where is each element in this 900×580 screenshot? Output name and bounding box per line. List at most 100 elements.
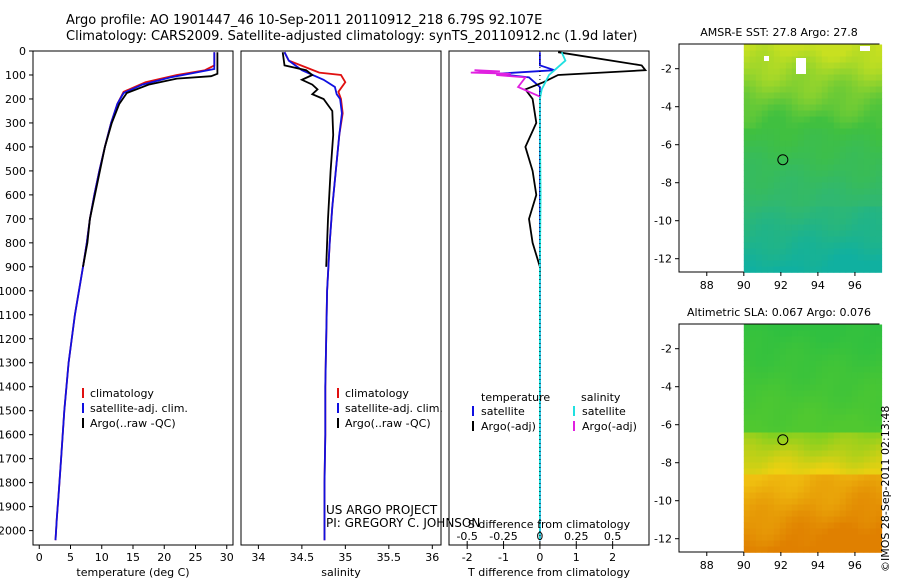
sst_map-cell: [851, 116, 859, 123]
sst_map-cell: [767, 176, 775, 183]
sla_map-cell: [863, 396, 871, 403]
sla_map-cell: [779, 540, 787, 547]
sla_map-ytick-label: -10: [654, 495, 672, 508]
sst_map-cell: [863, 134, 871, 141]
sst_map-cell: [785, 266, 793, 273]
sla_map-cell: [857, 474, 865, 481]
sla_map-cell: [815, 390, 823, 397]
sst_map-cell: [875, 266, 883, 273]
sla_map-cell: [821, 474, 829, 481]
sla_map-cell: [851, 420, 859, 427]
sst_map-cell: [839, 158, 847, 165]
sla_map-cell: [785, 510, 793, 517]
sst_map-cell: [773, 110, 781, 117]
sla_map-cell: [803, 438, 811, 445]
sst_map-cell: [875, 152, 883, 159]
sla_map-cell: [839, 462, 847, 469]
sla_map-cell: [815, 462, 823, 469]
sla_map-cell: [797, 342, 805, 349]
sla_map-cell: [809, 420, 817, 427]
difference-xtick-label: 1: [573, 551, 580, 564]
sla_map-cell: [821, 414, 829, 421]
sla_map-cell: [875, 324, 883, 331]
sst_map-cell: [743, 230, 751, 237]
sla_map-cell: [797, 486, 805, 493]
sst_map-cell: [785, 146, 793, 153]
sst_map-cell: [791, 206, 799, 213]
sst_map-cell: [791, 56, 799, 63]
sla_map-cell: [803, 486, 811, 493]
sla_map-cell: [845, 450, 853, 457]
sst_map-cell: [857, 188, 865, 195]
sla_map-cell: [785, 396, 793, 403]
sla_map-cell: [851, 396, 859, 403]
sla_map-cell: [875, 516, 883, 523]
sst_map-cell: [797, 218, 805, 225]
sla_map-cell: [845, 336, 853, 343]
sst_map-cell: [851, 218, 859, 225]
sla_map-cell: [857, 420, 865, 427]
sla_map-cell: [851, 402, 859, 409]
temperature-xtick-label: 25: [189, 551, 203, 564]
sla_map-cell: [821, 522, 829, 529]
sla_map-cell: [875, 450, 883, 457]
sla_map-cell: [845, 360, 853, 367]
sst_map-cell: [803, 110, 811, 117]
sst_map-cell: [749, 200, 757, 207]
sst_map-cell: [785, 56, 793, 63]
sla_map-cell: [833, 486, 841, 493]
sst_map-cell: [767, 224, 775, 231]
sla_map-cell: [833, 462, 841, 469]
sst_map-cell: [743, 200, 751, 207]
sla_map-cell: [845, 378, 853, 385]
difference-axes-frame: [448, 50, 650, 546]
sst_map-cell: [791, 128, 799, 135]
temperature-xtick-label: 0: [36, 551, 43, 564]
sla_map-cell: [845, 468, 853, 475]
sst_map-cell: [821, 182, 829, 189]
sla_map-cell: [791, 456, 799, 463]
sst_map-cell: [839, 182, 847, 189]
sst_map-cell: [749, 44, 757, 51]
sst_map-cell: [809, 182, 817, 189]
sst_map-cell: [809, 248, 817, 255]
sla_map-cell: [827, 348, 835, 355]
sla_map-cell: [869, 336, 877, 343]
sla_map-cell: [845, 480, 853, 487]
sst_map-cell: [809, 236, 817, 243]
difference-legend-label: Argo(-adj): [481, 420, 536, 433]
sla_map-cell: [815, 414, 823, 421]
sst_map-cell: [821, 116, 829, 123]
sla_map-cell: [749, 516, 757, 523]
sla_map-cell: [869, 378, 877, 385]
sla_map-cell: [773, 378, 781, 385]
sst_map-cell: [851, 92, 859, 99]
sst_map-cell: [851, 164, 859, 171]
sla_map-cell: [797, 384, 805, 391]
sst_map-cell: [815, 176, 823, 183]
sla_map-cell: [755, 534, 763, 541]
sla_map-cell: [851, 390, 859, 397]
sst_map-cell: [827, 170, 835, 177]
sla_map-cell: [743, 450, 751, 457]
sla_map-cell: [791, 390, 799, 397]
sst_map-cell: [821, 200, 829, 207]
sst_map-cell: [827, 218, 835, 225]
sla_map-cell: [791, 492, 799, 499]
sst_map-cell: [761, 248, 769, 255]
sst_map-cell: [857, 62, 865, 69]
sst_map-cell: [875, 128, 883, 135]
sst_map-cell: [845, 230, 853, 237]
sla_map-cell: [833, 426, 841, 433]
sla_map-cell: [761, 384, 769, 391]
sla_map-cell: [857, 510, 865, 517]
sst_map-cell: [821, 248, 829, 255]
sla_map-cell: [743, 336, 751, 343]
sla_map-cell: [761, 522, 769, 529]
sst_map-cell: [797, 158, 805, 165]
sla_map-cell: [815, 546, 823, 553]
sst_map-cell: [755, 224, 763, 231]
salinity-xtick-label: 34.5: [290, 551, 315, 564]
sst_map-cell: [869, 86, 877, 93]
sla_map-cell: [785, 372, 793, 379]
